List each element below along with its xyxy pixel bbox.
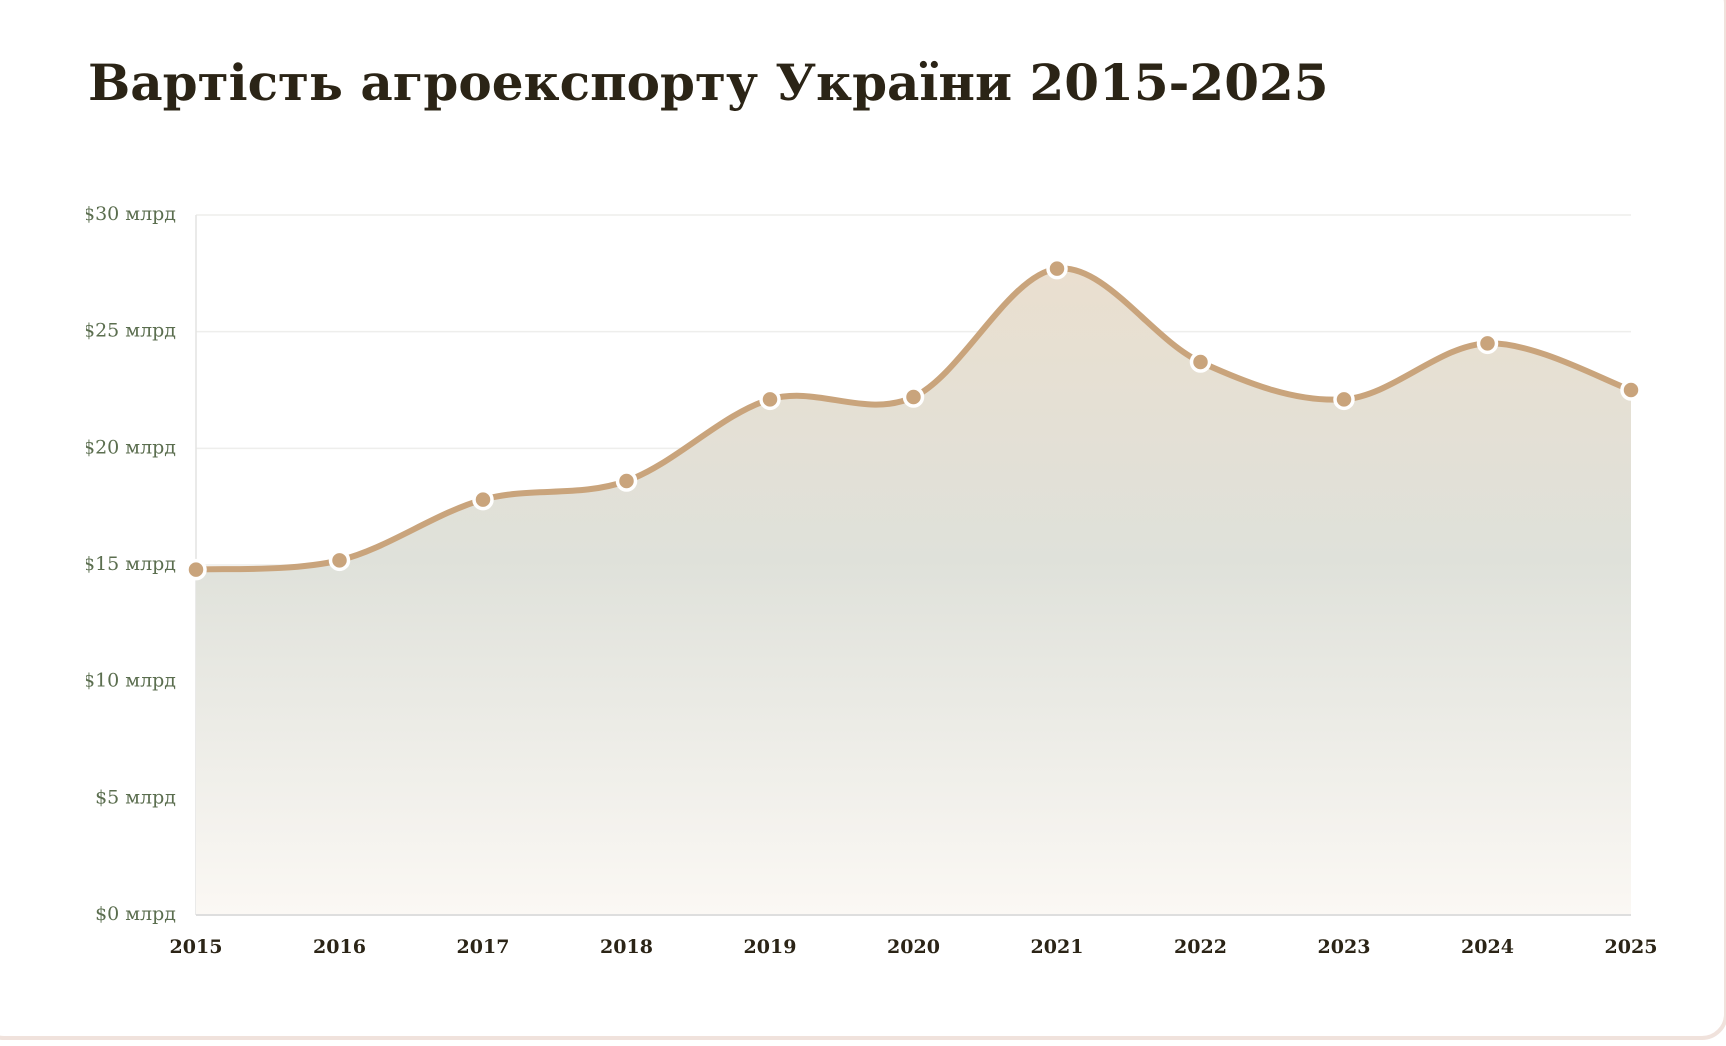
x-tick-label: 2025 — [1605, 936, 1658, 958]
point — [1476, 332, 1499, 355]
x-tick-label: 2019 — [744, 936, 797, 958]
x-tick-label: 2024 — [1461, 936, 1514, 958]
y-tick-label: $15 млрд — [83, 553, 176, 575]
point — [185, 558, 207, 581]
point — [1189, 351, 1212, 373]
point — [759, 388, 781, 411]
x-tick-label: 2022 — [1174, 936, 1227, 958]
y-tick-label: $20 млрд — [83, 436, 176, 458]
point — [472, 488, 494, 511]
y-tick-label: $5 млрд — [95, 786, 176, 808]
chart-title: Вартість агроекспорту України 2015-2025 — [88, 53, 1329, 112]
y-tick-label: $10 млрд — [83, 670, 176, 692]
x-tick-label: 2016 — [313, 936, 366, 958]
x-tick-label: 2021 — [1031, 936, 1084, 958]
y-tick-label: $25 млрд — [83, 320, 176, 342]
plot: $0 млрд $5 млрд $10 млрд $15 млрд $20 млрд $2… — [83, 203, 1658, 958]
point — [1333, 388, 1355, 411]
y-tick-label: $0 млрд — [95, 903, 176, 925]
x-tick-label: 2020 — [887, 936, 940, 958]
point — [902, 386, 925, 408]
x-tick-label: 2018 — [600, 936, 653, 958]
x-tick-label: 2017 — [457, 936, 510, 958]
point — [1620, 379, 1642, 401]
y-tick-label: $30 млрд — [83, 203, 176, 225]
y-axis-labels: $0 млрд $5 млрд $10 млрд $15 млрд $20 млрд $2… — [83, 203, 176, 925]
area — [196, 268, 1631, 915]
x-tick-label: 2023 — [1318, 936, 1371, 958]
point — [1046, 257, 1068, 280]
point — [615, 470, 638, 492]
point — [328, 549, 351, 572]
x-tick-label: 2015 — [170, 936, 223, 958]
